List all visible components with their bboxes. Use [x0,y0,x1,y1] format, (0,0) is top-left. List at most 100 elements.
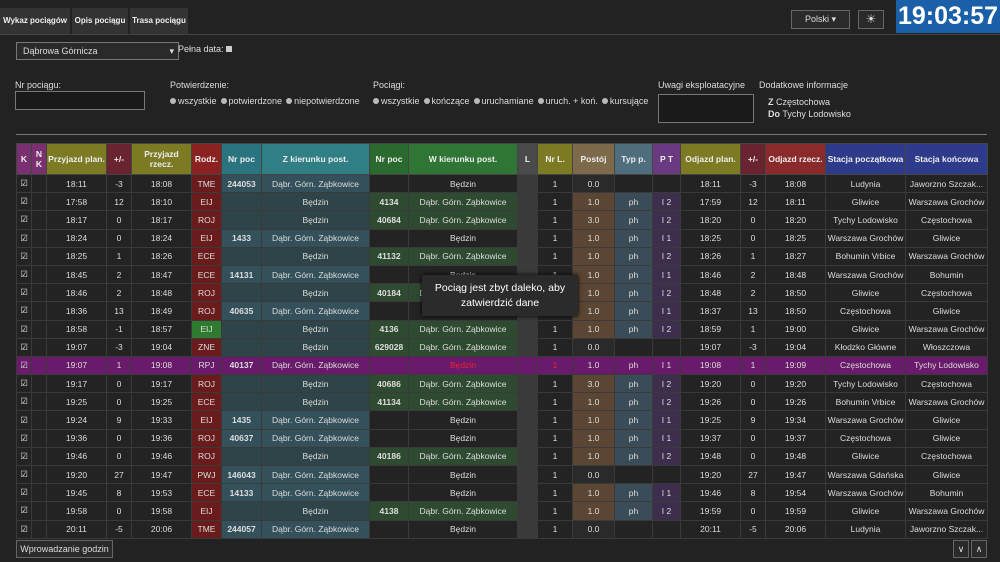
table-row[interactable]: ☑ 19:36 0 19:36 ROJ 40637 Dąbr. Górn. Ząbkowic… [16,428,988,448]
cell: ph [614,301,653,321]
cell: I 2 [652,446,681,467]
table-row[interactable]: ☑ 19:25 0 19:25 ECE Będzin 41134 Dąbr. Górn. Zą… [16,392,988,412]
cell: ☑ [16,410,32,430]
table-row[interactable]: ☑ 18:11 -3 18:08 TME 244053 Dąbr. Górn. Ząbkow… [16,173,988,194]
tab[interactable]: Trasa pociągu [130,8,188,34]
cell: 1.0 [572,483,615,503]
cell: Będzin [408,519,518,539]
radio-option[interactable]: wszystkie [166,96,217,106]
cell: Dąbr. Górn. Ząbkowice [261,410,370,430]
cell: 19:25 [680,410,741,430]
radio-option[interactable]: potwierdzone [217,96,282,106]
cell: 18:24 [131,228,192,248]
cell: I 1 [652,301,681,321]
cell: Gliwice [905,228,988,248]
radio-option[interactable]: kończące [420,96,470,106]
cell: I 1 [652,483,681,503]
cell: 0 [106,446,132,467]
cell [221,337,262,357]
table-row[interactable]: ☑ 18:45 2 18:47 ECE 14131 Dąbr. Górn. Ząbkowic… [16,264,988,285]
cell: Dąbr. Górn. Ząbkowice [261,464,370,485]
radio-option[interactable]: wszystkie [369,96,420,106]
cell: ph [614,446,653,467]
cell [31,392,47,412]
tab[interactable]: Wykaz pociągów [0,8,70,34]
table-row[interactable]: ☑ 18:24 0 18:24 EIJ 1433 Dąbr. Górn. Ząbkowice… [16,228,988,248]
train-no-input[interactable] [15,91,145,110]
station-select[interactable]: Dąbrowa Górnicza ▾ [16,42,179,60]
cell: ph [614,210,653,230]
full-date[interactable]: Pełna data: [178,44,233,54]
table-row[interactable]: ☑ 19:45 8 19:53 ECE 14133 Dąbr. Górn. Ząbkowic… [16,483,988,503]
cell: 41134 [369,392,409,412]
cell: Dąbr. Górn. Ząbkowice [261,519,370,539]
cell: 1 [537,210,573,230]
radio-option[interactable]: uruch. + koń. [534,96,598,106]
table-row[interactable]: ☑ 18:25 1 18:26 ECE Będzin 41132 Dąbr. Górn. Zą… [16,246,988,266]
label: Dodatkowe informacje [759,80,849,90]
cell: 19:47 [765,464,826,485]
cell: Dąbr. Górn. Ząbkowice [261,428,370,448]
cell: 8 [106,483,132,503]
cell: 19:33 [131,410,192,430]
cell: 20:06 [131,519,192,539]
table-row[interactable]: ☑ 19:20 27 19:47 PWJ 146043 Dąbr. Górn. Ząbkow… [16,464,988,485]
cell: 1 [106,355,132,376]
table-row[interactable]: ☑ 17:58 12 18:10 EIJ Będzin 4134 Dąbr. Górn. Zą… [16,192,988,212]
table-row[interactable]: ☑ 19:46 0 19:46 ROJ Będzin 40186 Dąbr. Górn. Zą… [16,446,988,467]
option-label: uruchamiane [481,96,534,106]
language-select[interactable]: Polski ▾ [791,10,850,29]
radio-option[interactable]: niepotwierdzone [282,96,360,106]
theme-button[interactable]: ☀ [858,10,884,29]
cell: 1 [537,337,573,357]
radio-option[interactable]: kursujące [598,96,648,106]
enter-times-button[interactable]: Wprowadzanie godzin [16,540,113,558]
scroll-down[interactable]: ∨ [953,540,969,558]
table-row[interactable]: ☑ 19:24 9 19:33 EIJ 1435 Dąbr. Górn. Ząbkowice… [16,410,988,430]
table-row[interactable]: ☑ 19:07 1 19:08 RPJ 40137 Dąbr. Górn. Ząbkowic… [16,355,988,376]
cell: ☑ [16,464,32,485]
clock: 19:03:57 [896,0,1000,33]
cell: 18:20 [680,210,741,230]
table-row[interactable]: ☑ 19:58 0 19:58 EIJ Będzin 4138 Dąbr. Górn. Ząb… [16,501,988,521]
cell: ZNE [191,337,222,357]
remarks-input[interactable] [658,94,754,123]
cell: Będzin [408,355,518,376]
cell [221,392,262,412]
cell: 1433 [221,228,262,248]
cell [31,483,47,503]
cell: ph [614,392,653,412]
table-row[interactable]: ☑ 19:07 -3 19:04 ZNE Będzin 629028 Dąbr. Górn. … [16,337,988,357]
cell: 2 [740,283,766,303]
table-row[interactable]: ☑ 20:11 -5 20:06 TME 244057 Dąbr. Górn. Ząbkow… [16,519,988,539]
cell: 1.0 [572,283,615,303]
cell: 18:11 [680,173,741,194]
table-row[interactable]: ☑ 18:58 -1 18:57 EIJ Będzin 4136 Dąbr. Górn. Zą… [16,319,988,339]
table-row[interactable]: ☑ 19:17 0 19:17 ROJ Będzin 40686 Dąbr. Górn. Zą… [16,374,988,394]
cell: 1 [537,173,573,194]
cell: 19:08 [680,355,741,376]
cell [31,374,47,394]
cell: 18:25 [46,246,107,266]
cell: 19:36 [46,428,107,448]
table-row[interactable]: ☑ 18:17 0 18:17 ROJ Będzin 40684 Dąbr. Górn. Zą… [16,210,988,230]
cell: I 1 [652,264,681,285]
tab[interactable]: Opis pociągu [72,8,128,34]
cell: Będzin [261,446,370,467]
cell: 19:04 [131,337,192,357]
cell [369,483,409,503]
cell: Częstochowa [825,301,906,321]
cell: Będzin [408,173,518,194]
cell: 18:45 [46,264,107,285]
cell [31,210,47,230]
cell [31,446,47,467]
radio-option[interactable]: uruchamiane [470,96,534,106]
cell [652,337,681,357]
cell [369,428,409,448]
scroll-up[interactable]: ∧ [971,540,987,558]
cell: Dąbr. Górn. Ząbkowice [408,501,518,521]
cell: 2 [106,264,132,285]
column-header: N K [31,143,47,175]
cell: -3 [106,173,132,194]
cell: Częstochowa [905,210,988,230]
